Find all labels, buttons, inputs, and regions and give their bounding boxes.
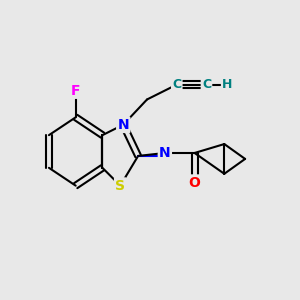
Text: N: N — [117, 118, 129, 132]
Text: H: H — [222, 78, 232, 91]
Text: N: N — [159, 146, 171, 160]
Text: O: O — [189, 176, 200, 190]
Text: S: S — [115, 179, 125, 193]
Text: C: C — [172, 78, 181, 91]
Text: F: F — [71, 84, 80, 98]
Text: C: C — [202, 78, 211, 91]
